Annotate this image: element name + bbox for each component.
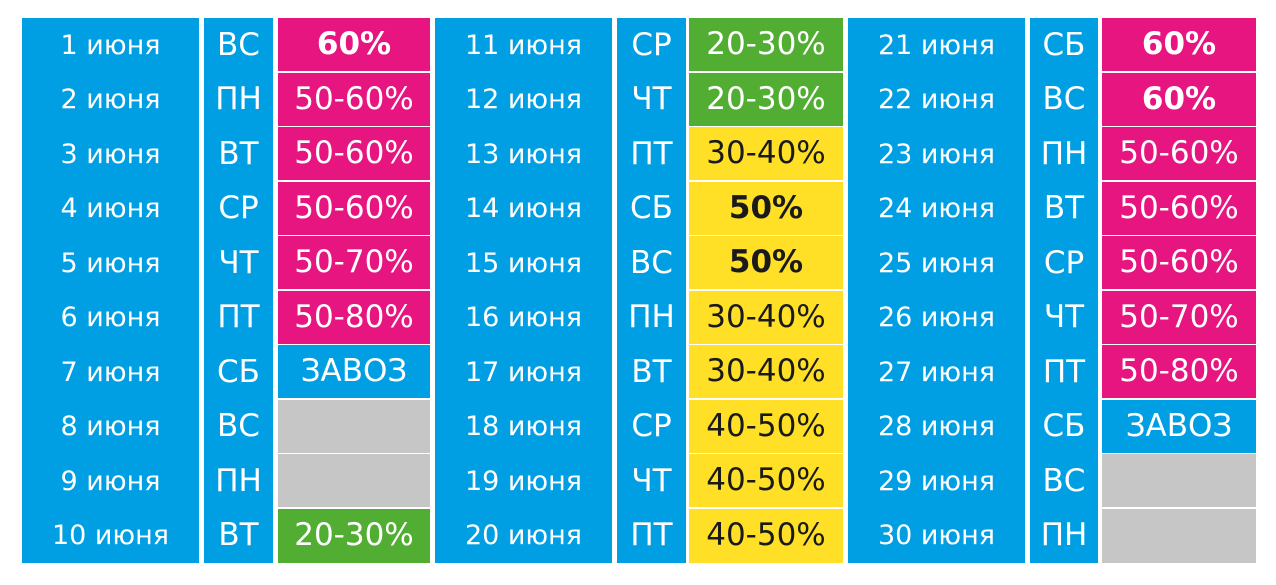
discount-badge: 50-60% bbox=[1102, 181, 1256, 235]
weekday-label: СР bbox=[631, 408, 672, 445]
discount-badge: 20-30% bbox=[278, 508, 430, 563]
date-label: 13 июня bbox=[464, 138, 583, 170]
weekday-label: ПН bbox=[1040, 135, 1088, 172]
weekday-label: ПТ bbox=[217, 299, 260, 336]
weekday-label: ВС bbox=[1042, 462, 1086, 499]
date-label: 19 июня bbox=[464, 465, 583, 497]
weekday-label: СР bbox=[218, 190, 259, 227]
date-label: 17 июня bbox=[464, 356, 583, 388]
date-label: 4 июня bbox=[60, 193, 161, 225]
weekday-label: СБ bbox=[1042, 26, 1086, 63]
weekday-label: СР bbox=[631, 26, 672, 63]
discount-badge: 60% bbox=[278, 18, 430, 71]
discount-badge: 20-30% bbox=[689, 18, 843, 71]
weekday-label: СР bbox=[1043, 244, 1085, 281]
empty-discount-cell bbox=[1102, 454, 1256, 507]
date-column-3 bbox=[848, 18, 1025, 563]
weekday-label: ПТ bbox=[1042, 353, 1086, 390]
weekday-label: СБ bbox=[1042, 408, 1086, 445]
date-column-1 bbox=[22, 18, 199, 563]
weekday-label: ПТ bbox=[630, 517, 673, 554]
date-label: 30 июня bbox=[877, 520, 996, 552]
weekday-label: ПТ bbox=[630, 135, 673, 172]
date-label: 28 июня bbox=[877, 411, 996, 443]
date-label: 7 июня bbox=[60, 356, 161, 388]
weekday-column-2 bbox=[617, 18, 686, 563]
weekday-column-3 bbox=[1030, 18, 1098, 563]
weekday-label: ВС bbox=[217, 408, 260, 445]
date-label: 22 июня bbox=[877, 84, 996, 116]
weekday-label: ВС bbox=[630, 244, 673, 281]
weekday-label: ВС bbox=[217, 26, 260, 63]
weekday-label: ЧТ bbox=[631, 462, 672, 499]
discount-badge: 30-40% bbox=[689, 127, 843, 180]
date-label: 15 июня bbox=[464, 247, 583, 279]
date-label: 2 июня bbox=[60, 84, 161, 116]
date-label: 18 июня bbox=[464, 411, 583, 443]
weekday-label: ЧТ bbox=[631, 81, 672, 118]
discount-badge: 30-40% bbox=[689, 290, 843, 344]
discount-badge: 50-70% bbox=[278, 236, 430, 289]
discount-badge: 50-80% bbox=[1102, 345, 1256, 398]
discount-badge: 50-60% bbox=[278, 72, 430, 126]
date-label: 26 июня bbox=[877, 302, 996, 334]
discount-badge: 50-70% bbox=[1102, 290, 1256, 344]
weekday-label: ПН bbox=[1040, 517, 1088, 554]
empty-discount-cell bbox=[278, 454, 430, 507]
date-label: 10 июня bbox=[51, 520, 170, 552]
weekday-label: ПН bbox=[215, 462, 262, 499]
discount-badge: 40-50% bbox=[689, 454, 843, 507]
date-label: 25 июня bbox=[877, 247, 996, 279]
discount-badge: 40-50% bbox=[689, 508, 843, 563]
date-label: 24 июня bbox=[877, 193, 996, 225]
discount-badge: 50-60% bbox=[278, 181, 430, 235]
weekday-label: ПН bbox=[215, 81, 262, 118]
date-label: 6 июня bbox=[60, 302, 161, 334]
discount-badge: 50-60% bbox=[1102, 127, 1256, 180]
date-label: 27 июня bbox=[877, 356, 996, 388]
weekday-label: ВТ bbox=[1043, 190, 1085, 227]
date-label: 9 июня bbox=[60, 465, 161, 497]
discount-badge: ЗАВОЗ bbox=[278, 345, 430, 398]
discount-badge: 60% bbox=[1102, 72, 1256, 126]
date-label: 16 июня bbox=[464, 302, 583, 334]
date-label: 5 июня bbox=[60, 247, 161, 279]
empty-discount-cell bbox=[1102, 508, 1256, 563]
date-label: 3 июня bbox=[60, 138, 161, 170]
weekday-label: ВС bbox=[1042, 81, 1086, 118]
discount-badge: 50-80% bbox=[278, 290, 430, 344]
discount-badge: ЗАВОЗ bbox=[1102, 399, 1256, 453]
weekday-label: ЧТ bbox=[1043, 299, 1085, 336]
discount-badge: 50% bbox=[689, 181, 843, 235]
date-label: 11 июня bbox=[464, 29, 583, 61]
date-label: 29 июня bbox=[877, 465, 996, 497]
weekday-label: ПН bbox=[628, 299, 675, 336]
date-label: 8 июня bbox=[60, 411, 161, 443]
discount-badge: 20-30% bbox=[689, 72, 843, 126]
discount-badge: 40-50% bbox=[689, 399, 843, 453]
date-label: 21 июня bbox=[877, 29, 996, 61]
discount-badge: 50-60% bbox=[278, 127, 430, 180]
empty-discount-cell bbox=[278, 399, 430, 453]
date-label: 23 июня bbox=[877, 138, 996, 170]
weekday-label: ВТ bbox=[218, 517, 259, 554]
discount-badge: 50-60% bbox=[1102, 236, 1256, 289]
date-label: 20 июня bbox=[464, 520, 583, 552]
weekday-column-1 bbox=[204, 18, 273, 563]
weekday-label: ВТ bbox=[218, 135, 259, 172]
weekday-label: СБ bbox=[630, 190, 673, 227]
weekday-label: ЧТ bbox=[218, 244, 259, 281]
date-label: 1 июня bbox=[60, 29, 161, 61]
date-column-2 bbox=[435, 18, 612, 563]
discount-badge: 50% bbox=[689, 236, 843, 289]
weekday-label: ВТ bbox=[631, 353, 672, 390]
date-label: 14 июня bbox=[464, 193, 583, 225]
discount-badge: 60% bbox=[1102, 18, 1256, 71]
date-label: 12 июня bbox=[464, 84, 583, 116]
discount-badge: 30-40% bbox=[689, 345, 843, 398]
weekday-label: СБ bbox=[217, 353, 260, 390]
